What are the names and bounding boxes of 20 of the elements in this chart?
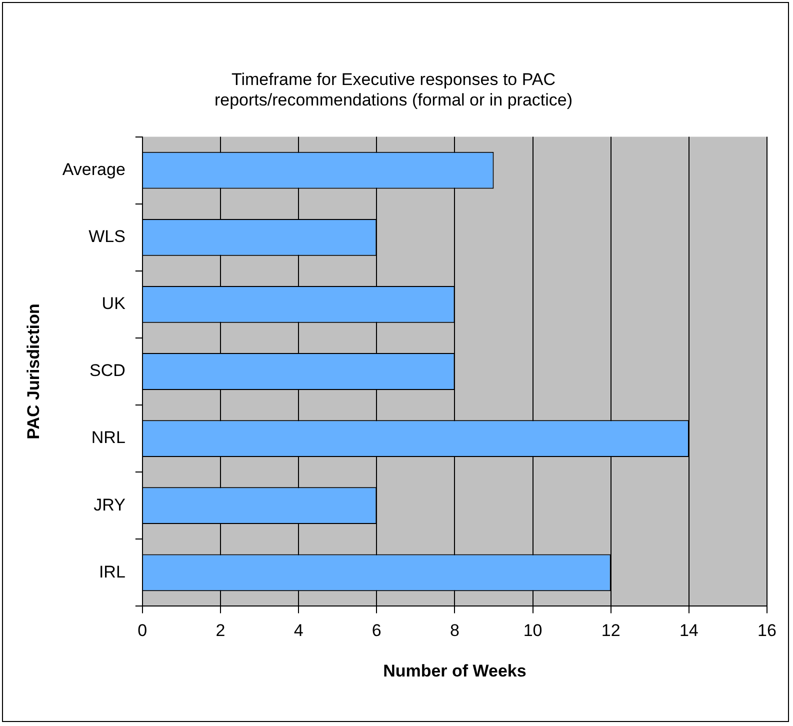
x-tick-label: 10 — [523, 621, 542, 640]
x-axis-title: Number of Weeks — [383, 661, 526, 680]
text: reports/recommendations (formal or in practice) — [214, 90, 573, 110]
y-tick-label: IRL — [98, 562, 126, 582]
x-tick-label: 4 — [294, 621, 304, 640]
y-tick-label: WLS — [88, 227, 126, 246]
x-tick-label: 6 — [372, 621, 382, 640]
x-tick-label: 8 — [450, 621, 460, 640]
y-tick-label: UK — [102, 294, 126, 314]
y-tick-label: SCD — [90, 361, 126, 380]
x-tick-label: 0 — [138, 621, 148, 640]
x-tick-label: 2 — [216, 621, 226, 640]
y-tick-label: JRY — [94, 495, 126, 514]
y-tick-label: NRL — [91, 428, 126, 448]
x-tick-label: 12 — [601, 621, 620, 640]
y-axis-title: PAC Jurisdiction — [24, 304, 43, 440]
x-tick-label: 16 — [758, 621, 776, 640]
y-tick-label: Average — [62, 160, 126, 180]
text: Timeframe for Executive responses to PAC — [231, 70, 556, 89]
x-tick-label: 14 — [679, 621, 698, 640]
